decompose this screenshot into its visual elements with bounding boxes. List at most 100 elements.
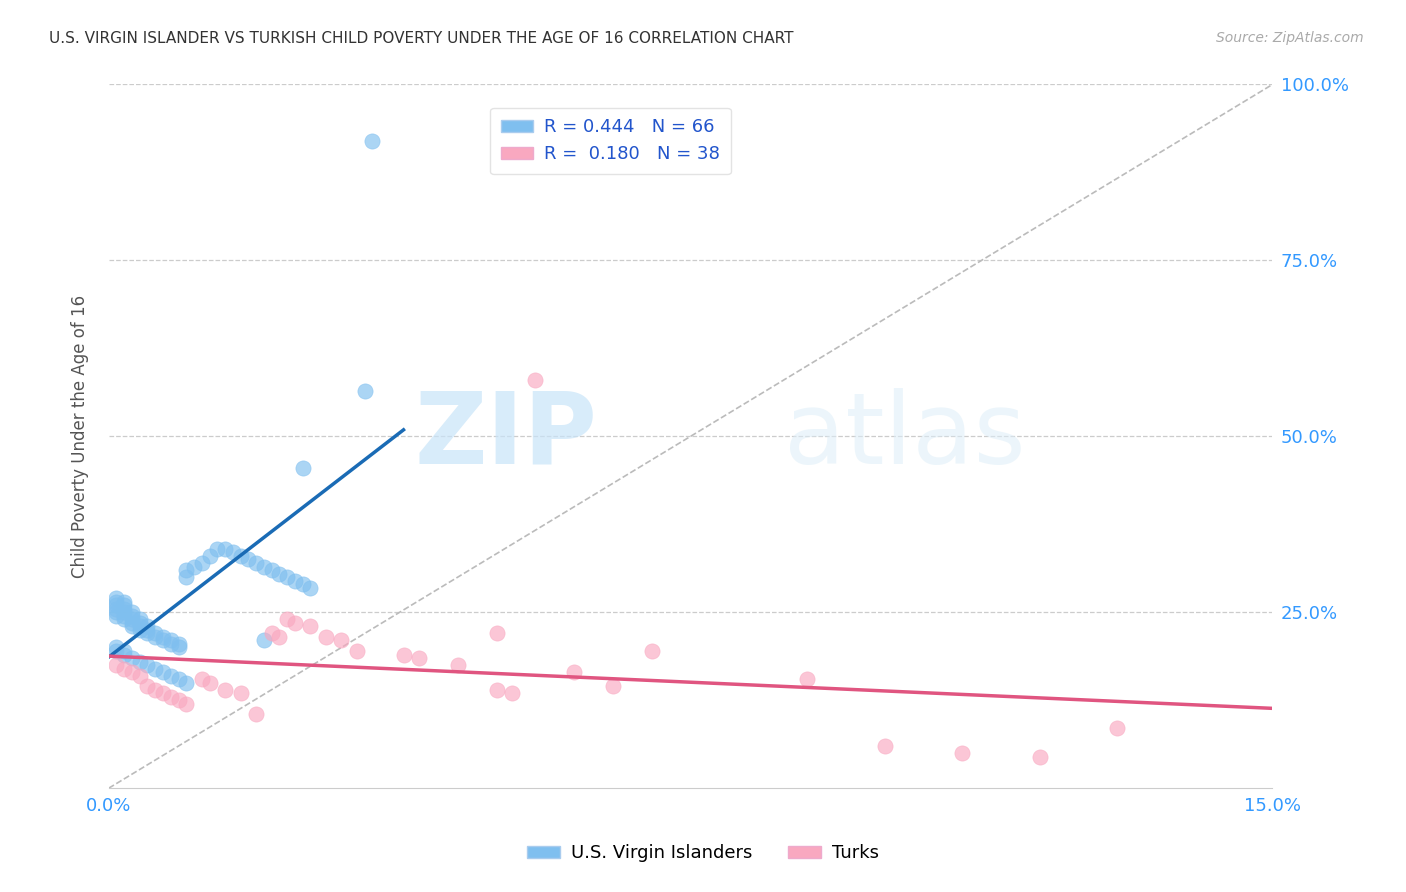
Point — [330, 633, 353, 648]
Point — [152, 665, 174, 679]
Point — [112, 608, 135, 623]
Point — [229, 686, 252, 700]
Point — [121, 651, 143, 665]
Y-axis label: Child Poverty Under the Age of 16: Child Poverty Under the Age of 16 — [72, 294, 89, 578]
Point — [174, 563, 197, 577]
Point — [174, 675, 197, 690]
Point — [112, 605, 135, 619]
Point — [167, 693, 190, 707]
Point — [276, 612, 298, 626]
Point — [1028, 749, 1050, 764]
Point — [796, 672, 818, 686]
Point — [112, 601, 135, 615]
Legend: U.S. Virgin Islanders, Turks: U.S. Virgin Islanders, Turks — [520, 838, 886, 870]
Point — [222, 545, 245, 559]
Point — [105, 599, 128, 613]
Point — [191, 672, 214, 686]
Text: Source: ZipAtlas.com: Source: ZipAtlas.com — [1216, 31, 1364, 45]
Point — [143, 662, 166, 676]
Point — [873, 739, 896, 753]
Point — [143, 630, 166, 644]
Point — [562, 665, 585, 679]
Point — [950, 746, 973, 760]
Point — [136, 626, 159, 640]
Point — [128, 612, 150, 626]
Point — [128, 655, 150, 669]
Point — [105, 595, 128, 609]
Point — [152, 633, 174, 648]
Point — [183, 559, 205, 574]
Point — [392, 648, 415, 662]
Point — [143, 682, 166, 697]
Point — [128, 619, 150, 633]
Point — [112, 648, 135, 662]
Point — [299, 619, 322, 633]
Point — [284, 615, 307, 630]
Point — [207, 541, 229, 556]
Point — [198, 675, 221, 690]
Point — [485, 682, 508, 697]
Point — [136, 658, 159, 673]
Point — [501, 686, 523, 700]
Point — [191, 556, 214, 570]
Point — [253, 633, 276, 648]
Point — [269, 566, 291, 581]
Point — [105, 605, 128, 619]
Point — [105, 601, 128, 615]
Point — [112, 599, 135, 613]
Point — [128, 668, 150, 682]
Point — [1107, 722, 1129, 736]
Point — [299, 581, 322, 595]
Text: atlas: atlas — [783, 388, 1025, 485]
Point — [174, 570, 197, 584]
Point — [112, 595, 135, 609]
Point — [485, 626, 508, 640]
Point — [159, 637, 181, 651]
Point — [291, 461, 314, 475]
Point — [112, 662, 135, 676]
Point — [128, 623, 150, 637]
Point — [167, 640, 190, 655]
Point — [315, 630, 337, 644]
Point — [159, 690, 181, 704]
Point — [121, 619, 143, 633]
Point — [284, 574, 307, 588]
Point — [253, 559, 276, 574]
Point — [121, 605, 143, 619]
Point — [447, 658, 470, 673]
Point — [641, 644, 664, 658]
Point — [143, 626, 166, 640]
Point — [167, 672, 190, 686]
Point — [121, 612, 143, 626]
Point — [128, 615, 150, 630]
Point — [346, 644, 368, 658]
Point — [136, 679, 159, 693]
Point — [245, 556, 267, 570]
Point — [159, 633, 181, 648]
Point — [136, 619, 159, 633]
Point — [167, 637, 190, 651]
Point — [353, 384, 375, 398]
Point — [105, 608, 128, 623]
Point — [112, 644, 135, 658]
Point — [112, 612, 135, 626]
Point — [214, 682, 236, 697]
Point — [214, 541, 236, 556]
Point — [408, 651, 430, 665]
Point — [105, 591, 128, 606]
Point — [105, 658, 128, 673]
Point — [105, 644, 128, 658]
Point — [159, 668, 181, 682]
Point — [291, 577, 314, 591]
Point — [602, 679, 624, 693]
Point — [152, 630, 174, 644]
Point — [229, 549, 252, 563]
Legend: R = 0.444   N = 66, R =  0.180   N = 38: R = 0.444 N = 66, R = 0.180 N = 38 — [491, 108, 731, 174]
Point — [269, 630, 291, 644]
Point — [121, 615, 143, 630]
Point — [152, 686, 174, 700]
Text: ZIP: ZIP — [415, 388, 598, 485]
Point — [260, 563, 283, 577]
Point — [105, 640, 128, 655]
Point — [361, 134, 384, 148]
